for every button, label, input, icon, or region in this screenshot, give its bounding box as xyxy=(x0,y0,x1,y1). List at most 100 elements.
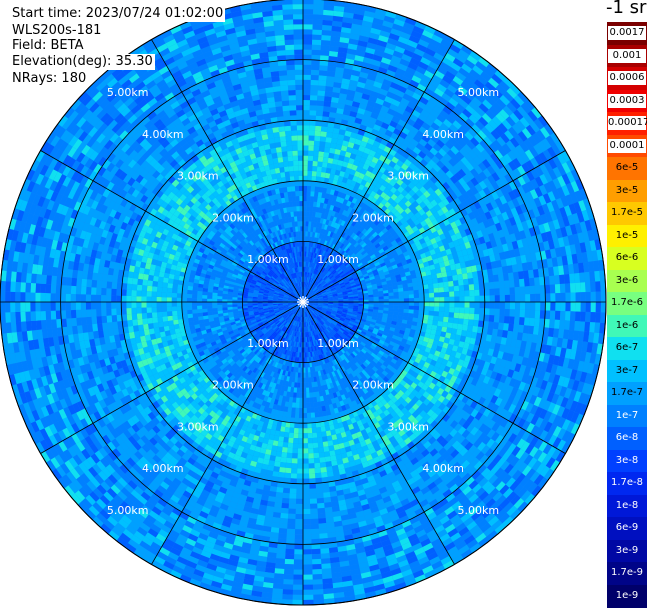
beta-cell xyxy=(182,289,187,294)
beta-cell xyxy=(434,311,439,316)
beta-cell xyxy=(298,171,303,176)
beta-cell xyxy=(298,373,301,378)
beta-cell xyxy=(306,206,310,211)
beta-cell xyxy=(295,191,299,196)
beta-cell xyxy=(431,325,437,331)
beta-cell xyxy=(427,279,433,284)
beta-cell xyxy=(383,293,388,296)
beta-cell xyxy=(192,306,197,310)
beta-cell xyxy=(300,393,303,398)
beta-cell xyxy=(197,302,202,306)
beta-cell xyxy=(439,302,444,307)
beta-cell xyxy=(197,291,202,295)
beta-cell xyxy=(314,407,318,413)
beta-cell xyxy=(389,305,394,308)
beta-cell xyxy=(300,398,304,403)
beta-cell xyxy=(289,433,294,438)
beta-cell xyxy=(187,294,192,298)
beta-cell xyxy=(294,166,299,171)
beta-cell xyxy=(217,296,222,299)
beta-cell xyxy=(364,304,369,307)
beta-cell xyxy=(409,309,414,313)
beta-cell xyxy=(418,314,424,319)
beta-cell xyxy=(379,302,384,305)
beta-cell xyxy=(177,306,182,311)
beta-cell xyxy=(212,302,217,305)
beta-cell xyxy=(222,294,227,297)
beta-cell xyxy=(438,316,444,321)
beta-cell xyxy=(399,302,404,306)
beta-cell xyxy=(217,299,222,302)
beta-cell xyxy=(303,383,306,388)
beta-cell xyxy=(315,412,320,418)
beta-cell xyxy=(192,294,197,298)
beta-cell xyxy=(316,171,321,177)
beta-cell xyxy=(290,418,295,423)
beta-cell xyxy=(434,293,439,298)
beta-cell xyxy=(399,305,404,309)
beta-cell xyxy=(212,299,217,302)
beta-cell xyxy=(378,294,383,297)
beta-cell xyxy=(192,302,197,306)
beta-cell xyxy=(192,309,197,313)
beta-cell xyxy=(198,313,204,317)
beta-cell xyxy=(172,302,177,307)
beta-cell xyxy=(403,291,408,295)
beta-cell xyxy=(207,302,212,305)
beta-cell xyxy=(197,295,202,299)
beta-cell xyxy=(413,314,419,319)
beta-cell xyxy=(424,302,429,306)
beta-cell xyxy=(434,297,439,302)
beta-cell xyxy=(431,274,437,280)
beta-cell xyxy=(306,211,309,216)
beta-cell xyxy=(288,197,292,203)
beta-cell xyxy=(279,431,284,437)
beta-cell xyxy=(311,186,315,191)
beta-cell xyxy=(300,383,303,388)
beta-cell xyxy=(369,297,374,300)
beta-cell xyxy=(296,196,300,201)
beta-cell xyxy=(409,302,414,306)
beta-cell xyxy=(433,316,439,321)
beta-cell xyxy=(317,437,322,443)
beta-cell xyxy=(212,305,217,308)
beta-cell xyxy=(307,403,311,408)
beta-cell xyxy=(172,315,178,320)
beta-cell xyxy=(404,302,409,306)
beta-cell xyxy=(308,438,313,443)
beta-cell xyxy=(299,186,303,191)
beta-cell xyxy=(313,397,317,402)
beta-cell xyxy=(307,428,312,433)
beta-cell xyxy=(232,297,237,300)
beta-cell xyxy=(374,297,379,300)
beta-cell xyxy=(379,305,384,308)
beta-cell xyxy=(280,426,285,432)
beta-cell xyxy=(193,313,199,317)
beta-cell xyxy=(303,423,307,428)
beta-cell xyxy=(300,347,302,352)
beta-cell xyxy=(404,306,409,310)
beta-cell xyxy=(308,226,311,231)
beta-cell xyxy=(303,408,307,413)
beta-cell xyxy=(384,296,389,299)
beta-cell xyxy=(315,182,320,188)
beta-cell xyxy=(198,287,204,291)
beta-cell xyxy=(326,168,332,174)
beta-cell xyxy=(439,287,445,292)
beta-cell xyxy=(303,196,307,201)
beta-cell xyxy=(308,377,311,382)
beta-cell xyxy=(167,297,172,302)
beta-cell xyxy=(307,181,311,186)
beta-cell xyxy=(290,181,295,186)
beta-cell xyxy=(305,231,308,236)
beta-cell xyxy=(348,304,353,306)
beta-cell xyxy=(227,307,232,310)
beta-cell xyxy=(237,297,242,300)
beta-cell xyxy=(303,413,307,418)
beta-cell xyxy=(358,304,363,306)
beta-cell xyxy=(313,161,318,167)
beta-cell xyxy=(169,325,175,331)
beta-cell xyxy=(305,357,307,362)
beta-cell xyxy=(303,403,307,408)
beta-cell xyxy=(284,166,289,172)
